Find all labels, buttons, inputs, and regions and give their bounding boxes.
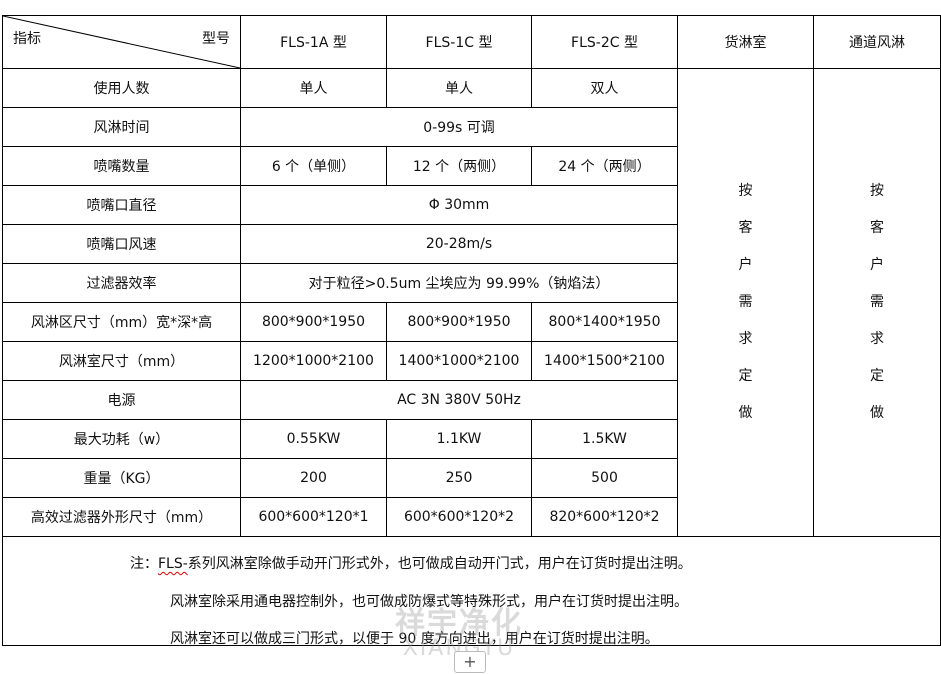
cell-value: 单人 [386,68,532,108]
row-label: 过滤器效率 [2,263,241,303]
spec-table: 指标 型号 FLS-1A 型 FLS-1C 型 FLS-2C 型 货淋室 通道风… [2,15,941,646]
cell-value: 200 [240,458,387,498]
note-line-1: 注：FLS-系列风淋室除做手动开门形式外，也可做成自动开门式，用户在订货时提出注… [130,553,692,573]
cell-value: 250 [386,458,532,498]
custom-char: 按 [738,183,753,199]
merged-value: 0-99s 可调 [240,107,678,147]
notes-cell [2,536,941,646]
cell-value: 12 个（两侧） [386,146,532,186]
cell-value: 1.5KW [531,419,678,459]
custom-char: 求 [870,331,884,347]
row-label: 使用人数 [2,68,241,108]
cell-value: 500 [531,458,678,498]
table-row: 使用人数 单人 单人 双人按客户需求定做按客户需求定做 [2,68,941,537]
header-row: 指标 型号 FLS-1A 型 FLS-1C 型 FLS-2C 型 货淋室 通道风… [2,15,941,69]
custom-char: 需 [870,294,884,310]
row-label: 喷嘴数量 [2,146,241,186]
row-label: 电源 [2,380,241,420]
custom-char: 做 [870,405,884,421]
table-row: 风淋室尺寸（mm） 1200*1000*2100 1400*1000*2100 140… [2,341,941,381]
note-fls: FLS- [158,556,188,572]
cell-value: 0.55KW [240,419,387,459]
cargo-header: 货淋室 [677,15,814,69]
custom-char: 客 [870,220,884,236]
table-row: 重量（KG） 200 250 500 [2,458,941,498]
table-row: 电源 AC 3N 380V 50Hz [2,380,941,420]
custom-char: 求 [738,331,753,347]
table-row: 过滤器效率 对于粒径>0.5um 尘埃应为 99.99%（钠焰法） [2,263,941,303]
table-row: 高效过滤器外形尺寸（mm） 600*600*120*1 600*600*120*2 8… [2,497,941,537]
row-label: 喷嘴口风速 [2,224,241,264]
cell-value: 双人 [531,68,678,108]
cell-value: 24 个（两侧） [531,146,678,186]
note-line-3: 风淋室还可以做成三门形式，以便于 90 度方向进出，用户在订货时提出注明。 [170,631,659,647]
indicator-label: 指标 [13,31,41,47]
cell-value: 800*900*1950 [386,302,532,342]
cell-value: 1.1KW [386,419,532,459]
cell-value: 1400*1000*2100 [386,341,532,381]
tunnel-header: 通道风淋 [813,15,941,69]
cell-value: 820*600*120*2 [531,497,678,537]
custom-char: 客 [738,220,753,236]
table-row: 风淋时间 0-99s 可调 [2,107,941,147]
custom-char: 需 [738,294,753,310]
cell-value: 800*1400*1950 [531,302,678,342]
tunnel-custom-cell: 按客户需求定做 [813,68,941,537]
cell-value: 600*600*120*1 [240,497,387,537]
row-label: 高效过滤器外形尺寸（mm） [2,497,241,537]
table-row: 最大功耗（w） 0.55KW 1.1KW 1.5KW [2,419,941,459]
cargo-custom-cell: 按客户需求定做 [677,68,814,537]
table-row: 风淋区尺寸（mm）宽*深*高 800*900*1950 800*900*1950 80… [2,302,941,342]
cell-value: 单人 [240,68,387,108]
row-label: 喷嘴口直径 [2,185,241,225]
custom-char: 做 [738,405,753,421]
cell-value: 1200*1000*2100 [240,341,387,381]
row-label: 风淋室尺寸（mm） [2,341,241,381]
note-line-2: 风淋室除采用通电器控制外，也可做成防爆式等特殊形式，用户在订货时提出注明。 [170,594,688,610]
model-label: 型号 [202,31,230,47]
model-header: FLS-1A 型 [240,15,387,69]
merged-value: 对于粒径>0.5um 尘埃应为 99.99%（钠焰法） [240,263,678,303]
cell-value: 800*900*1950 [240,302,387,342]
cell-value: 1400*1500*2100 [531,341,678,381]
custom-char: 户 [738,257,753,273]
add-row-button[interactable]: + [454,651,486,673]
model-header: FLS-1C 型 [386,15,532,69]
custom-char: 定 [738,368,753,384]
model-header: FLS-2C 型 [531,15,678,69]
diagonal-header-cell: 指标 型号 [2,15,241,69]
merged-value: AC 3N 380V 50Hz [240,380,678,420]
row-label: 风淋区尺寸（mm）宽*深*高 [2,302,241,342]
table-row: 喷嘴口风速 20-28m/s [2,224,941,264]
note-prefix: 注： [130,556,158,572]
custom-char: 按 [870,183,884,199]
custom-char: 户 [870,257,884,273]
custom-char: 定 [870,368,884,384]
cell-value: 6 个（单侧） [240,146,387,186]
notes-row [2,536,941,646]
row-label: 重量（KG） [2,458,241,498]
merged-value: Φ 30mm [240,185,678,225]
row-label: 最大功耗（w） [2,419,241,459]
note-text: 系列风淋室除做手动开门形式外，也可做成自动开门式，用户在订货时提出注明。 [187,556,692,572]
cell-value: 600*600*120*2 [386,497,532,537]
merged-value: 20-28m/s [240,224,678,264]
row-label: 风淋时间 [2,107,241,147]
